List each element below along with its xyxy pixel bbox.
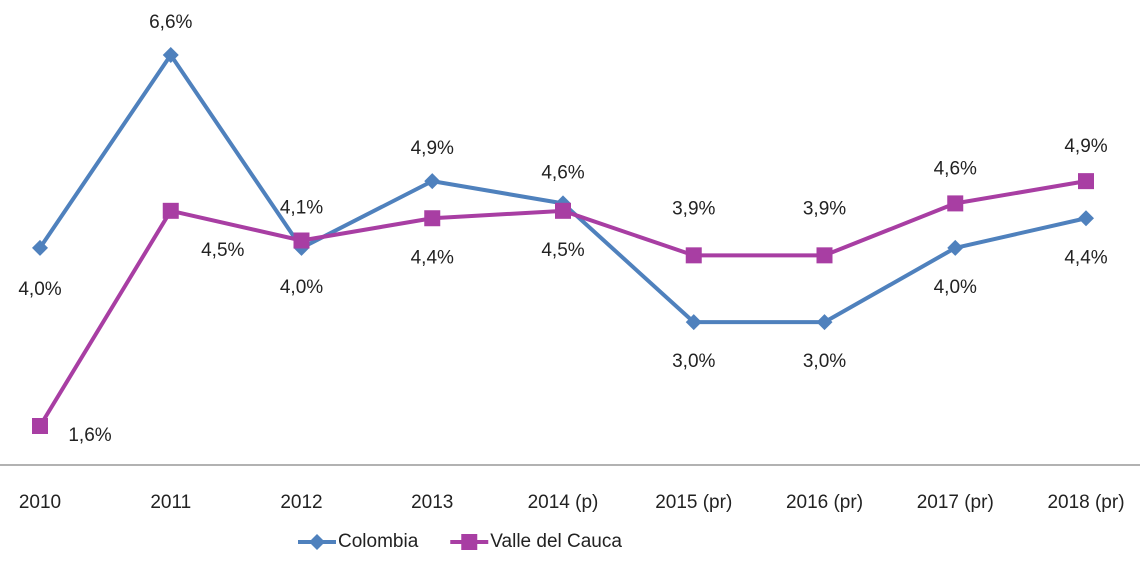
point — [424, 173, 441, 190]
x-tick-label: 2014 (p) — [528, 492, 599, 513]
data-label: 4,4% — [1064, 247, 1107, 268]
x-tick-label: 2011 — [150, 492, 191, 513]
point — [424, 210, 441, 227]
data-label: 6,6% — [149, 12, 192, 33]
data-label: 4,0% — [934, 277, 977, 298]
point — [555, 202, 571, 219]
data-label: 4,5% — [541, 240, 584, 261]
point — [1078, 210, 1094, 227]
data-label: 4,6% — [541, 162, 584, 183]
x-tick-label: 2018 (pr) — [1047, 492, 1124, 513]
data-label: 4,4% — [411, 247, 454, 268]
point — [685, 314, 702, 331]
legend-marker — [461, 534, 478, 550]
point — [685, 247, 702, 264]
point — [816, 247, 833, 264]
series-line — [38, 53, 1087, 325]
data-label: 1,6% — [68, 425, 111, 446]
data-label: 4,5% — [201, 240, 244, 261]
data-label: 4,0% — [280, 277, 323, 298]
x-tick-label: 2010 — [19, 492, 61, 513]
point — [293, 232, 310, 249]
x-tick-label: 2012 — [280, 492, 322, 513]
data-label: 4,6% — [934, 158, 977, 179]
point — [816, 314, 833, 331]
data-label: 3,9% — [803, 198, 846, 219]
data-label: 3,0% — [672, 351, 715, 372]
legend-label: Colombia — [338, 531, 419, 552]
point — [32, 418, 48, 434]
data-label: 4,9% — [1064, 136, 1107, 157]
point — [947, 239, 964, 256]
data-label: 4,0% — [18, 279, 61, 300]
data-label: 3,0% — [803, 351, 846, 372]
point — [947, 195, 964, 212]
data-label: 4,9% — [411, 138, 454, 159]
data-label: 4,1% — [280, 198, 323, 219]
legend-label: Valle del Cauca — [490, 531, 622, 552]
legend-marker — [309, 534, 325, 550]
x-tick-label: 2013 — [411, 492, 453, 513]
data-label: 3,9% — [672, 198, 715, 219]
point — [1078, 173, 1094, 190]
point — [32, 239, 48, 256]
x-tick-label: 2016 (pr) — [786, 492, 863, 513]
point — [162, 202, 179, 219]
x-tick-label: 2015 (pr) — [655, 492, 732, 513]
point — [162, 47, 179, 63]
x-tick-label: 2017 (pr) — [917, 492, 994, 513]
